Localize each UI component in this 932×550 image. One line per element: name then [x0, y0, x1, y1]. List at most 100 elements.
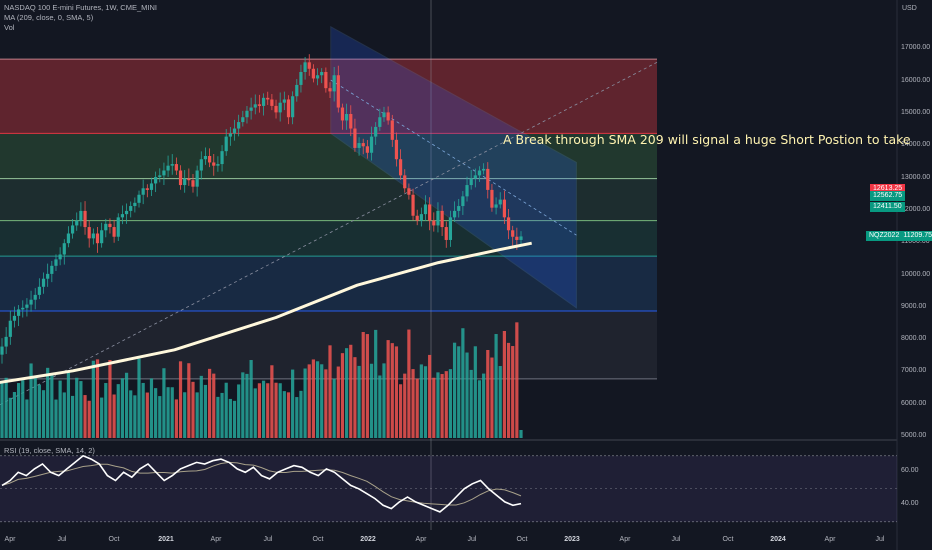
candle-body: [419, 214, 423, 221]
candle-body: [315, 75, 320, 79]
volume-bar: [120, 378, 125, 438]
candle-body: [158, 175, 162, 177]
rsi-line: [1, 454, 522, 513]
volume-bar: [299, 390, 303, 438]
volume-bar: [195, 392, 199, 438]
volume-bar: [353, 357, 357, 438]
volume-bar: [477, 380, 482, 438]
volume-bar: [224, 382, 228, 438]
candle-body: [8, 320, 12, 337]
candle-body: [469, 178, 473, 186]
volume-bar: [228, 398, 232, 438]
volume-bar: [436, 372, 440, 438]
rsi-tick-label: 40.00: [901, 500, 919, 508]
candle-body: [436, 210, 440, 226]
candle-body: [191, 180, 195, 187]
volume-bar: [66, 372, 71, 438]
volume-bar: [506, 342, 511, 438]
time-tick-label: Apr: [824, 536, 836, 543]
price-badge-value: 12562.75: [873, 191, 903, 199]
volume-bar: [21, 380, 25, 438]
chart-annotation[interactable]: A Break through SMA 209 will signal a hu…: [503, 132, 911, 147]
volume-bar: [4, 377, 8, 438]
volume-bar: [282, 391, 286, 438]
time-tick-label: Jul: [263, 536, 273, 543]
candle-body: [66, 233, 71, 244]
candle-body: [4, 336, 8, 347]
volume-bar: [133, 395, 137, 438]
volume-bar: [41, 390, 46, 438]
candle-body: [465, 185, 469, 197]
candle-body: [108, 223, 112, 228]
candle-body: [170, 164, 174, 166]
candle-body: [415, 215, 419, 221]
price-tick-label: 17000.00: [901, 44, 931, 52]
volume-bar: [17, 383, 21, 438]
volume-bar: [87, 400, 91, 438]
volume-bar: [419, 364, 423, 438]
fib-zone: [0, 178, 657, 221]
volume-bar: [390, 343, 394, 438]
candle-body: [490, 189, 494, 208]
volume-bar: [62, 392, 66, 438]
price-tick-label: 16000.00: [901, 76, 931, 84]
price-tick-label: 11000.00: [901, 238, 930, 246]
candle-body: [403, 175, 407, 189]
volume-bar: [320, 364, 324, 438]
candle-body: [46, 273, 50, 279]
volume-bar: [498, 366, 502, 438]
volume-bar: [183, 392, 187, 438]
volume-bar: [328, 345, 332, 438]
candle-body: [369, 136, 374, 153]
price-badge: 12411.50: [870, 201, 905, 212]
candle-body: [332, 75, 336, 92]
candle-body: [357, 143, 361, 148]
volume-bar: [158, 396, 162, 438]
candle-body: [257, 104, 262, 106]
candle-body: [291, 96, 295, 118]
time-tick-label: Apr: [210, 536, 222, 543]
candle-body: [423, 204, 428, 215]
candle-body: [349, 114, 353, 129]
candle-body: [0, 346, 4, 355]
candle-body: [286, 99, 291, 118]
candle-body: [320, 72, 324, 76]
volume-bar: [386, 340, 390, 438]
candle-body: [270, 99, 274, 106]
price-tick-label: 5000.00: [901, 432, 927, 439]
candle-body: [398, 159, 403, 176]
time-tick-label: 2022: [360, 536, 376, 543]
volume-bar: [50, 373, 54, 438]
candle-body: [33, 294, 37, 300]
volume-bar: [261, 380, 266, 438]
candle-body: [70, 225, 75, 234]
candle-body: [336, 75, 340, 108]
price-badge-value: 12411.50: [873, 202, 902, 210]
volume-bar: [502, 330, 506, 438]
volume-bar: [241, 372, 245, 438]
candle-body: [394, 139, 399, 160]
volume-bar: [95, 359, 100, 438]
ma-indicator-label[interactable]: MA (209, close, 0, SMA, 5): [4, 13, 94, 22]
volume-bar: [187, 363, 191, 438]
volume-bar: [415, 378, 419, 438]
time-tick-label: Oct: [312, 536, 324, 543]
volume-bar: [448, 369, 453, 438]
sma-209-line: [0, 241, 532, 384]
candle-body: [390, 120, 394, 140]
volume-bar: [378, 375, 382, 438]
candle-body: [154, 176, 158, 184]
rsi-tick-label: 60.00: [901, 467, 919, 475]
candle-body: [407, 188, 411, 195]
rsi-indicator-label[interactable]: RSI (19, close, SMA, 14, 2): [4, 446, 95, 455]
candle-body: [37, 286, 41, 295]
candle-body: [340, 107, 345, 121]
volume-bar: [311, 359, 315, 438]
candle-body: [282, 99, 286, 103]
candle-body: [237, 122, 241, 129]
volume-indicator-label[interactable]: Vol: [4, 23, 15, 32]
volume-bar: [257, 383, 262, 438]
candle-body: [25, 304, 29, 308]
candle-body: [183, 178, 187, 186]
